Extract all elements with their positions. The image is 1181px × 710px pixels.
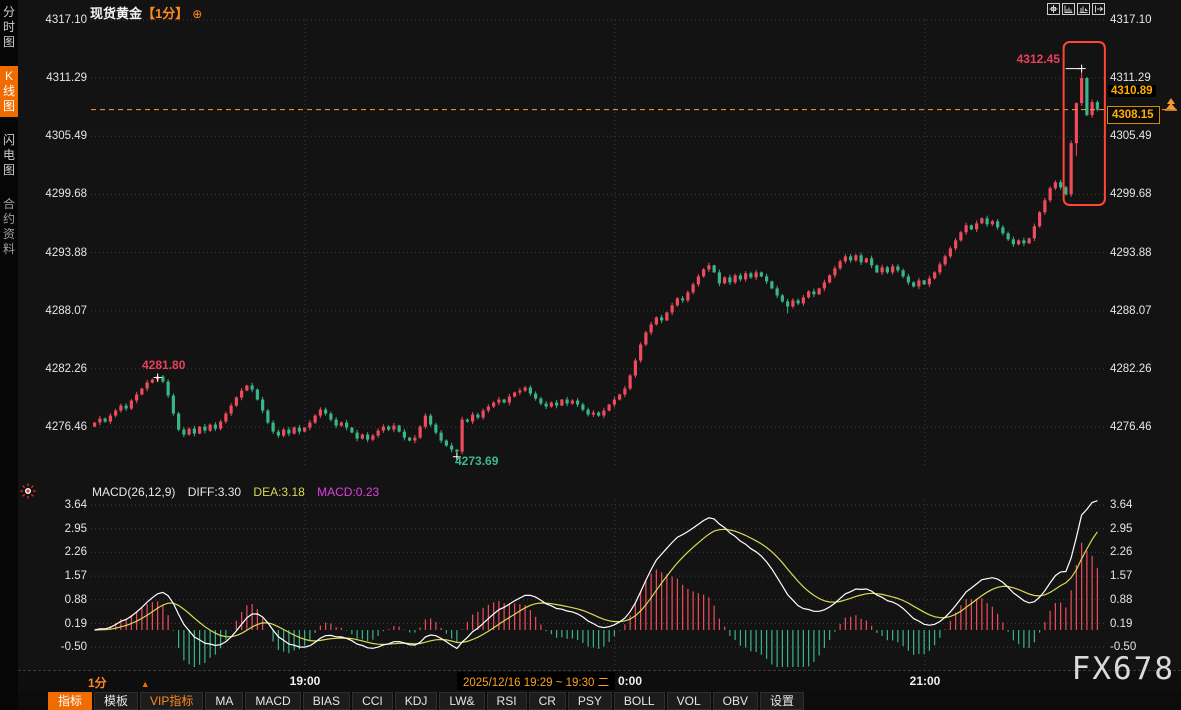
sidebar-item-timeline-chart[interactable]: 分时图: [2, 5, 15, 49]
price-axis-label: 0.88: [1110, 594, 1133, 606]
candles-layer: [93, 66, 1099, 455]
price-axis-label: 1.57: [1110, 570, 1133, 582]
tab-cci[interactable]: CCI: [352, 692, 393, 710]
time-label-2100: 21:00: [909, 674, 941, 688]
price-axis-label: 3.64: [64, 499, 87, 511]
tab-bias[interactable]: BIAS: [302, 692, 351, 710]
price-axis-label: 4299.68: [45, 188, 87, 200]
macd-diff-value: DIFF:3.30: [187, 485, 242, 499]
sidebar-item-contract-info[interactable]: 合约资料: [2, 197, 15, 256]
price-axis-label: 4276.46: [1110, 421, 1152, 433]
instrument-name: 现货黄金: [90, 6, 143, 21]
gridlines-layer: [91, 19, 1105, 666]
axis-left-chart-icon[interactable]: [1062, 3, 1075, 15]
price-axis-label: 4311.29: [46, 72, 87, 84]
price-axis-label: 3.64: [1110, 499, 1133, 511]
sidebar-item-flash-chart[interactable]: 闪电图: [2, 133, 15, 177]
price-axis-label: 4288.07: [45, 305, 87, 317]
price-axis-label: 2.95: [1110, 523, 1133, 535]
annotations-layer: [91, 41, 1178, 461]
tab-macd[interactable]: MACD: [245, 692, 301, 710]
price-axis-label: 4282.26: [45, 363, 87, 375]
interval-dropdown-arrow-icon: ▲: [140, 679, 150, 689]
price-axis-label: 0.19: [1110, 618, 1133, 630]
tab-kdj[interactable]: KDJ: [394, 692, 438, 710]
session-high-annotation: 4312.45: [1016, 52, 1060, 66]
time-label-2000-partial: 0:00: [618, 674, 643, 688]
price-axis-label: 4305.49: [1110, 130, 1152, 142]
last-price-tag: 4308.15: [1107, 106, 1160, 124]
interval-tag: 【1分】: [142, 6, 189, 21]
price-axis-label: 2.26: [64, 546, 87, 558]
price-axis-label: -0.50: [1110, 641, 1137, 653]
tab-vip-indicator[interactable]: VIP指标: [140, 692, 204, 710]
tab-vol[interactable]: VOL: [666, 692, 711, 710]
interval-label: 1分: [88, 676, 107, 690]
expand-plus-icon[interactable]: ⊕: [192, 7, 203, 21]
indicator-tabs: 指标 模板 VIP指标 MA MACD BIAS CCI KDJ LW& RSI…: [48, 692, 806, 710]
tab-boll[interactable]: BOLL: [613, 692, 665, 710]
price-axis-label: 4311.29: [1110, 72, 1151, 84]
price-axis-label: 4317.10: [45, 14, 87, 26]
macd-dea-value: DEA:3.18: [253, 485, 305, 499]
price-axis-label: 0.88: [64, 594, 87, 606]
price-axis-label: 4317.10: [1110, 14, 1152, 26]
chart-title: 现货黄金【1分】 ⊕: [90, 3, 202, 22]
price-axis-label: 4276.46: [45, 421, 87, 433]
tab-lw[interactable]: LW&: [439, 692, 485, 710]
fx678-watermark: FX678: [1071, 651, 1175, 687]
tab-settings[interactable]: 设置: [759, 692, 804, 710]
macd-params-label: MACD(26,12,9): [92, 485, 176, 499]
pan-crosshair-icon[interactable]: [1047, 3, 1060, 15]
time-range-tooltip: 2025/12/16 19:29 ~ 19:30 二: [457, 672, 616, 690]
price-axis-label: 4288.07: [1110, 305, 1152, 317]
price-axis-label: 4293.88: [45, 247, 87, 259]
price-axis-label: 2.95: [64, 523, 87, 535]
price-axis-label: 1.57: [64, 570, 87, 582]
tab-rsi[interactable]: RSI: [486, 692, 527, 710]
macd-header: MACD(26,12,9) DIFF:3.30 DEA:3.18 MACD:0.…: [92, 485, 388, 499]
prev-level-price-tag: 4310.89: [1108, 85, 1156, 97]
price-axis-label: 4305.49: [45, 130, 87, 142]
tab-psy[interactable]: PSY: [567, 692, 612, 710]
interval-selector[interactable]: 1分 ▲: [88, 674, 150, 691]
indicator-toolbar: 指标 模板 VIP指标 MA MACD BIAS CCI KDJ LW& RSI…: [18, 692, 1181, 710]
chart-toolbar: [1047, 3, 1105, 15]
cursor-chart-icon[interactable]: [1077, 3, 1090, 15]
price-axis-label: 0.19: [64, 618, 87, 630]
price-axis-label: 4282.26: [1110, 363, 1152, 375]
swing-low-annotation: 4273.69: [455, 454, 499, 468]
indicator-alert-icon[interactable]: [20, 483, 36, 499]
tab-cr[interactable]: CR: [528, 692, 566, 710]
swing-high-annotation: 4281.80: [142, 358, 186, 372]
tab-indicator[interactable]: 指标: [48, 692, 93, 710]
time-label-1900: 19:00: [289, 674, 321, 688]
price-axis-label: 4293.88: [1110, 247, 1152, 259]
tab-template[interactable]: 模板: [94, 692, 139, 710]
macd-layer: [94, 500, 1098, 667]
macd-value: MACD:0.23: [317, 485, 380, 499]
sidebar-item-kline-chart[interactable]: K线图: [0, 66, 18, 117]
price-axis-label: -0.50: [60, 641, 87, 653]
price-axis-label: 4299.68: [1110, 188, 1152, 200]
tab-obv[interactable]: OBV: [712, 692, 758, 710]
shift-right-chart-icon[interactable]: [1092, 3, 1105, 15]
left-sidebar: 分时图 K线图 闪电图 合约资料: [0, 0, 18, 710]
price-axis-label: 2.26: [1110, 546, 1133, 558]
tab-ma[interactable]: MA: [205, 692, 244, 710]
